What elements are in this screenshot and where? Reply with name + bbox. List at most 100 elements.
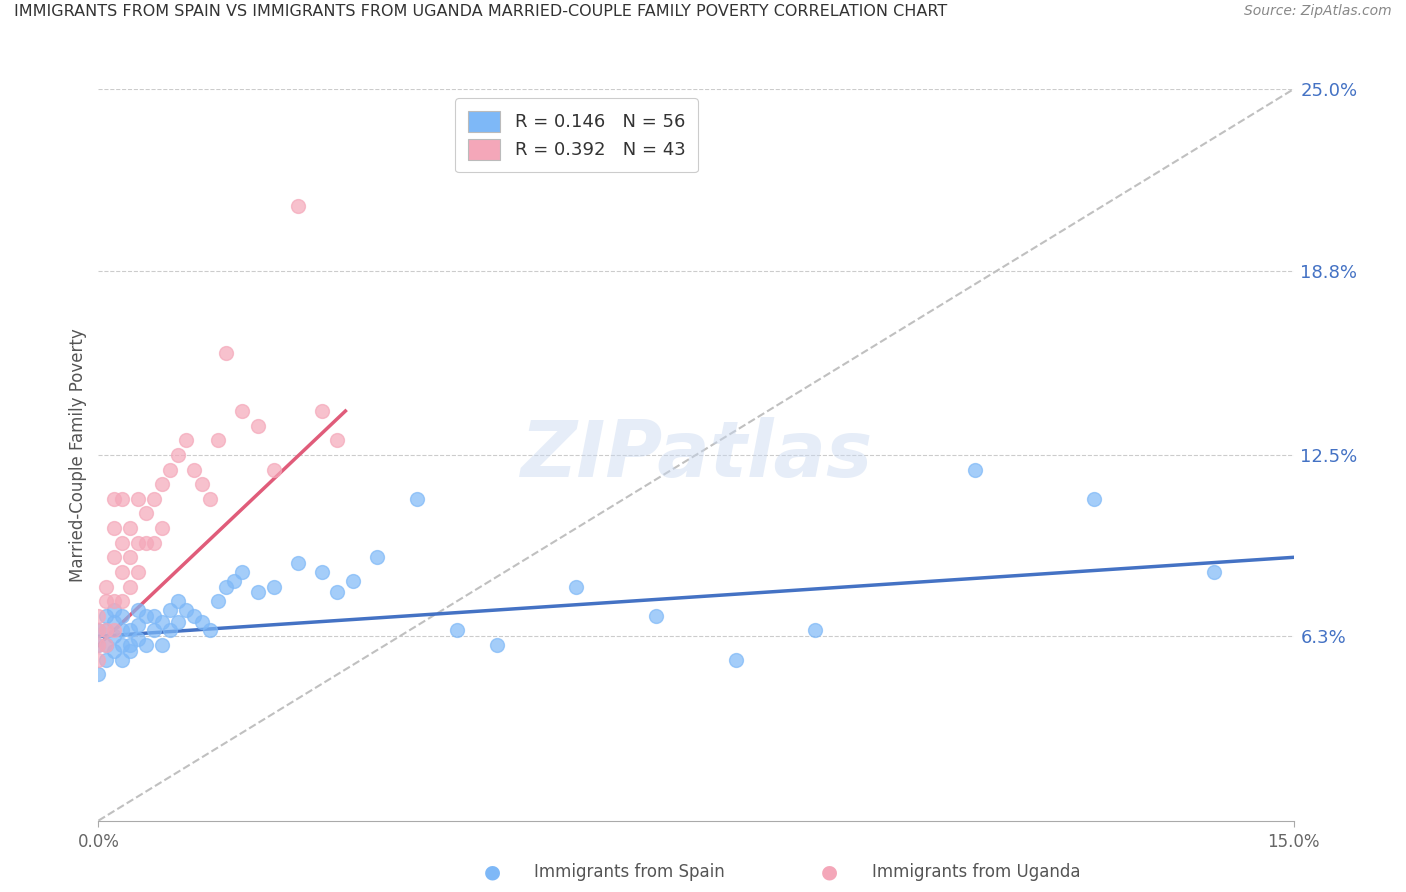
Point	[135, 608, 157, 623]
Point	[103, 521, 125, 535]
Point	[159, 462, 181, 476]
Point	[127, 617, 149, 632]
Point	[198, 491, 221, 506]
Point	[198, 624, 221, 638]
Point	[111, 565, 134, 579]
Point	[215, 345, 238, 359]
Point	[120, 550, 142, 565]
Point	[804, 624, 827, 638]
Point	[231, 404, 253, 418]
Point	[565, 580, 588, 594]
Point	[127, 565, 149, 579]
Point	[183, 462, 205, 476]
Point	[167, 615, 190, 629]
Text: ZIPatlas: ZIPatlas	[520, 417, 872, 493]
Point	[645, 608, 668, 623]
Point	[263, 580, 285, 594]
Point	[143, 608, 166, 623]
Point	[311, 565, 333, 579]
Point	[724, 653, 747, 667]
Point	[311, 404, 333, 418]
Point	[159, 624, 181, 638]
Text: Source: ZipAtlas.com: Source: ZipAtlas.com	[1244, 4, 1392, 19]
Point	[326, 434, 349, 448]
Point	[103, 629, 125, 643]
Point	[127, 632, 149, 647]
Point	[1083, 491, 1105, 506]
Point	[111, 594, 134, 608]
Point	[111, 608, 134, 623]
Point	[96, 580, 118, 594]
Y-axis label: Married-Couple Family Poverty: Married-Couple Family Poverty	[69, 328, 87, 582]
Point	[150, 521, 173, 535]
Point	[174, 434, 197, 448]
Point	[135, 507, 157, 521]
Point	[150, 477, 173, 491]
Point	[87, 624, 110, 638]
Point	[120, 521, 142, 535]
Point	[96, 594, 118, 608]
Point	[485, 638, 508, 652]
Point	[287, 199, 309, 213]
Point	[366, 550, 388, 565]
Point	[342, 574, 364, 588]
Point	[87, 624, 110, 638]
Point	[96, 624, 118, 638]
Point	[111, 624, 134, 638]
Point	[127, 603, 149, 617]
Point	[127, 491, 149, 506]
Point	[87, 638, 110, 652]
Point	[222, 574, 245, 588]
Point	[87, 653, 110, 667]
Point	[326, 585, 349, 599]
Point	[963, 462, 986, 476]
Point	[150, 615, 173, 629]
Point	[183, 608, 205, 623]
Point	[103, 594, 125, 608]
Point	[103, 644, 125, 658]
Point	[143, 491, 166, 506]
Point	[87, 638, 110, 652]
Point	[103, 603, 125, 617]
Legend: R = 0.146   N = 56, R = 0.392   N = 43: R = 0.146 N = 56, R = 0.392 N = 43	[456, 98, 697, 172]
Point	[406, 491, 429, 506]
Point	[96, 624, 118, 638]
Point	[135, 535, 157, 549]
Point	[96, 653, 118, 667]
Point	[103, 615, 125, 629]
Point	[287, 556, 309, 570]
Point	[159, 603, 181, 617]
Point	[231, 565, 253, 579]
Point	[96, 638, 118, 652]
Point	[167, 594, 190, 608]
Point	[120, 638, 142, 652]
Point	[1202, 565, 1225, 579]
Point	[246, 418, 269, 433]
Point	[191, 477, 214, 491]
Point	[111, 653, 134, 667]
Point	[96, 608, 118, 623]
Point	[120, 580, 142, 594]
Point	[96, 638, 118, 652]
Text: Immigrants from Uganda: Immigrants from Uganda	[872, 863, 1080, 881]
Point	[103, 624, 125, 638]
Point	[127, 535, 149, 549]
Point	[135, 638, 157, 652]
Point	[150, 638, 173, 652]
Text: ●: ●	[821, 863, 838, 881]
Text: IMMIGRANTS FROM SPAIN VS IMMIGRANTS FROM UGANDA MARRIED-COUPLE FAMILY POVERTY CO: IMMIGRANTS FROM SPAIN VS IMMIGRANTS FROM…	[14, 4, 948, 20]
Point	[246, 585, 269, 599]
Point	[215, 580, 238, 594]
Point	[111, 638, 134, 652]
Point	[103, 491, 125, 506]
Point	[87, 667, 110, 681]
Point	[120, 624, 142, 638]
Point	[207, 594, 229, 608]
Text: ●: ●	[484, 863, 501, 881]
Point	[191, 615, 214, 629]
Point	[87, 608, 110, 623]
Point	[111, 535, 134, 549]
Point	[263, 462, 285, 476]
Point	[174, 603, 197, 617]
Point	[103, 550, 125, 565]
